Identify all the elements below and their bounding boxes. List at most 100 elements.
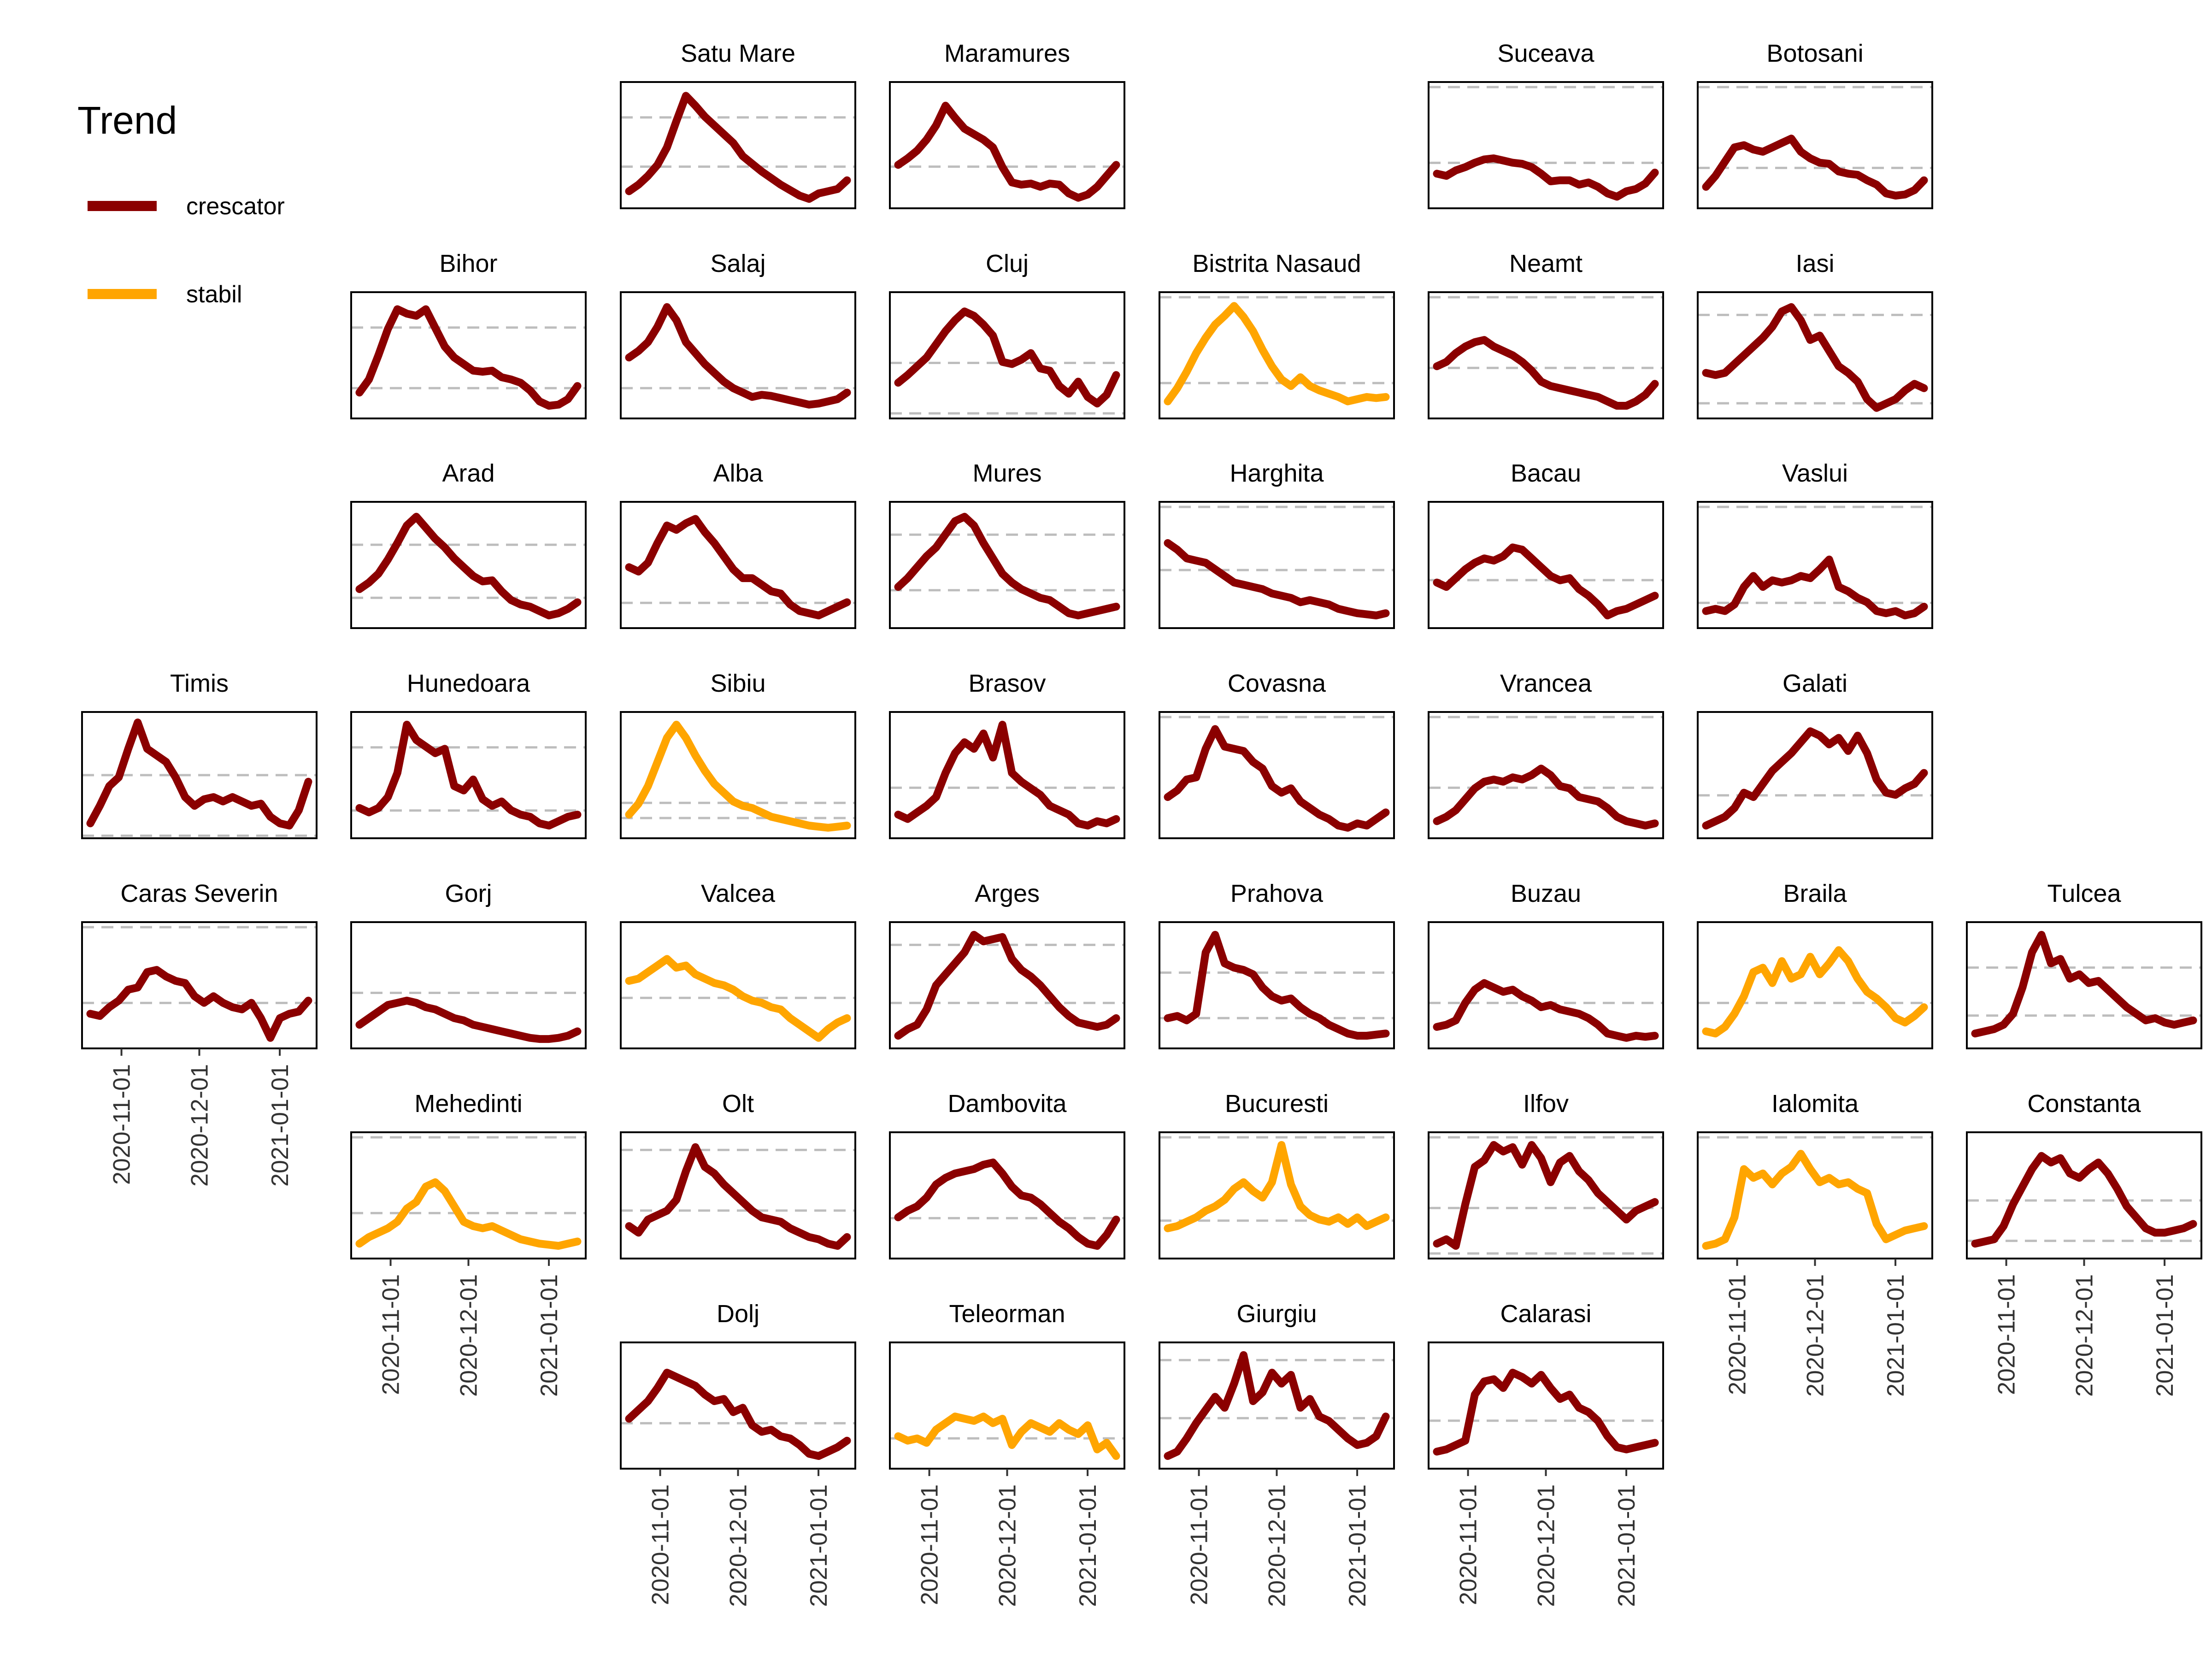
panel-botosani: Botosani — [1697, 40, 1933, 209]
legend-label-stabil: stabil — [186, 281, 242, 308]
panel-border — [889, 81, 1125, 209]
x-axis: 2020-11-01 2020-12-01 2021-01-01 — [378, 1259, 563, 1397]
x-axis: 2020-11-01 2020-12-01 2021-01-01 — [917, 1469, 1101, 1607]
panel-constanta: Constanta — [1966, 1090, 2202, 1259]
panel-border — [1428, 81, 1664, 209]
x-tick-label: 2020-12-01 — [1802, 1274, 1829, 1397]
panel-alba: Alba — [620, 459, 856, 629]
panel-border — [81, 711, 318, 839]
panel-border — [350, 501, 587, 629]
panel-braila: Braila — [1697, 880, 1933, 1049]
panel-title: Covasna — [1228, 670, 1326, 697]
panel-buzau: Buzau — [1428, 880, 1664, 1049]
panel-title: Neamt — [1509, 250, 1583, 277]
panel-title: Calarasi — [1500, 1300, 1591, 1328]
x-tick-label: 2021-01-01 — [1883, 1274, 1909, 1397]
panel-ialomita: Ialomita — [1697, 1090, 1933, 1259]
panel-title: Suceava — [1497, 40, 1594, 67]
panel-title: Iasi — [1795, 250, 1834, 277]
panel-teleorman: Teleorman — [889, 1300, 1125, 1470]
x-tick-label: 2021-01-01 — [267, 1064, 294, 1187]
panel-dolj: Dolj — [620, 1300, 856, 1470]
panel-title: Harghita — [1230, 459, 1324, 487]
series-line-crescator — [625, 303, 851, 409]
panel-border — [1159, 1341, 1395, 1470]
panel-sibiu: Sibiu — [620, 670, 856, 839]
panel-border — [350, 921, 587, 1049]
panel-title: Dambovita — [947, 1090, 1067, 1118]
panel-cluj: Cluj — [889, 250, 1125, 419]
series-line-crescator — [1702, 555, 1928, 619]
panel-hunedoara: Hunedoara — [350, 670, 587, 839]
panel-border — [620, 1131, 856, 1259]
panel-tulcea: Tulcea — [1966, 880, 2202, 1049]
series-line-crescator — [355, 512, 582, 619]
series-line-crescator — [894, 931, 1120, 1040]
panel-title: Prahova — [1230, 880, 1324, 907]
panel-title: Mures — [972, 459, 1041, 487]
series-line-crescator — [1164, 725, 1390, 832]
panel-ilfov: Ilfov — [1428, 1090, 1664, 1259]
panel-maramures: Maramures — [889, 40, 1125, 209]
panel-border — [350, 1131, 587, 1259]
panel-arges: Arges — [889, 880, 1125, 1049]
x-axis: 2020-11-01 2020-12-01 2021-01-01 — [1455, 1469, 1640, 1607]
panel-border — [1159, 711, 1395, 839]
panel-title: Olt — [722, 1090, 754, 1118]
panel-border — [350, 711, 587, 839]
panel-border — [1159, 1131, 1395, 1259]
series-line-crescator — [625, 92, 851, 203]
panel-border — [620, 291, 856, 419]
panel-title: Vaslui — [1782, 459, 1848, 487]
panel-border — [81, 921, 318, 1049]
x-axis: 2020-11-01 2020-12-01 2021-01-01 — [1994, 1259, 2178, 1397]
panel-galati: Galati — [1697, 670, 1933, 839]
panel-title: Dolj — [717, 1300, 759, 1328]
panel-neamt: Neamt — [1428, 250, 1664, 419]
series-line-crescator — [355, 996, 582, 1043]
panel-vrancea: Vrancea — [1428, 670, 1664, 839]
panel-border — [1966, 921, 2202, 1049]
panel-title: Sibiu — [710, 670, 765, 697]
panel-title: Constanta — [2027, 1090, 2141, 1118]
panel-gorj: Gorj — [350, 880, 587, 1049]
panel-title: Alba — [713, 459, 763, 487]
panel-salaj: Salaj — [620, 250, 856, 419]
panel-border — [889, 291, 1125, 419]
panel-title: Ilfov — [1523, 1090, 1569, 1118]
x-tick-label: 2020-11-01 — [1994, 1274, 2020, 1395]
series-line-crescator — [1433, 1141, 1659, 1250]
series-line-crescator — [1433, 154, 1659, 201]
panel-title: Bucuresti — [1225, 1090, 1329, 1118]
panel-border — [1697, 501, 1933, 629]
series-line-stabil — [625, 955, 851, 1042]
panel-border — [1966, 1131, 2202, 1259]
x-tick-label: 2021-01-01 — [1344, 1484, 1371, 1607]
panel-border — [889, 1131, 1125, 1259]
series-line-crescator — [1971, 1152, 2197, 1248]
panel-border — [1428, 711, 1664, 839]
panel-title: Teleorman — [949, 1300, 1065, 1328]
panel-suceava: Suceava — [1428, 40, 1664, 209]
panel-mures: Mures — [889, 459, 1125, 629]
panel-title: Buzau — [1511, 880, 1581, 907]
panel-bihor: Bihor — [350, 250, 587, 419]
panel-title: Cluj — [986, 250, 1029, 277]
series-line-crescator — [625, 1369, 851, 1460]
panel-bucuresti: Bucuresti — [1159, 1090, 1395, 1259]
x-tick-label: 2020-11-01 — [1455, 1484, 1482, 1605]
panel-title: Brasov — [968, 670, 1046, 697]
x-tick-label: 2021-01-01 — [806, 1484, 832, 1607]
x-tick-label: 2020-12-01 — [187, 1064, 213, 1187]
panel-border — [889, 711, 1125, 839]
x-tick-label: 2020-11-01 — [647, 1484, 674, 1605]
series-line-crescator — [625, 1143, 851, 1250]
panel-mehedinti: Mehedinti — [350, 1090, 587, 1259]
panel-title: Arad — [442, 459, 494, 487]
x-tick-label: 2020-12-01 — [994, 1484, 1021, 1607]
series-line-crescator — [1164, 539, 1390, 619]
series-line-stabil — [1702, 946, 1928, 1038]
x-axis: 2020-11-01 2020-12-01 2021-01-01 — [647, 1469, 832, 1607]
panel-brasov: Brasov — [889, 670, 1125, 839]
